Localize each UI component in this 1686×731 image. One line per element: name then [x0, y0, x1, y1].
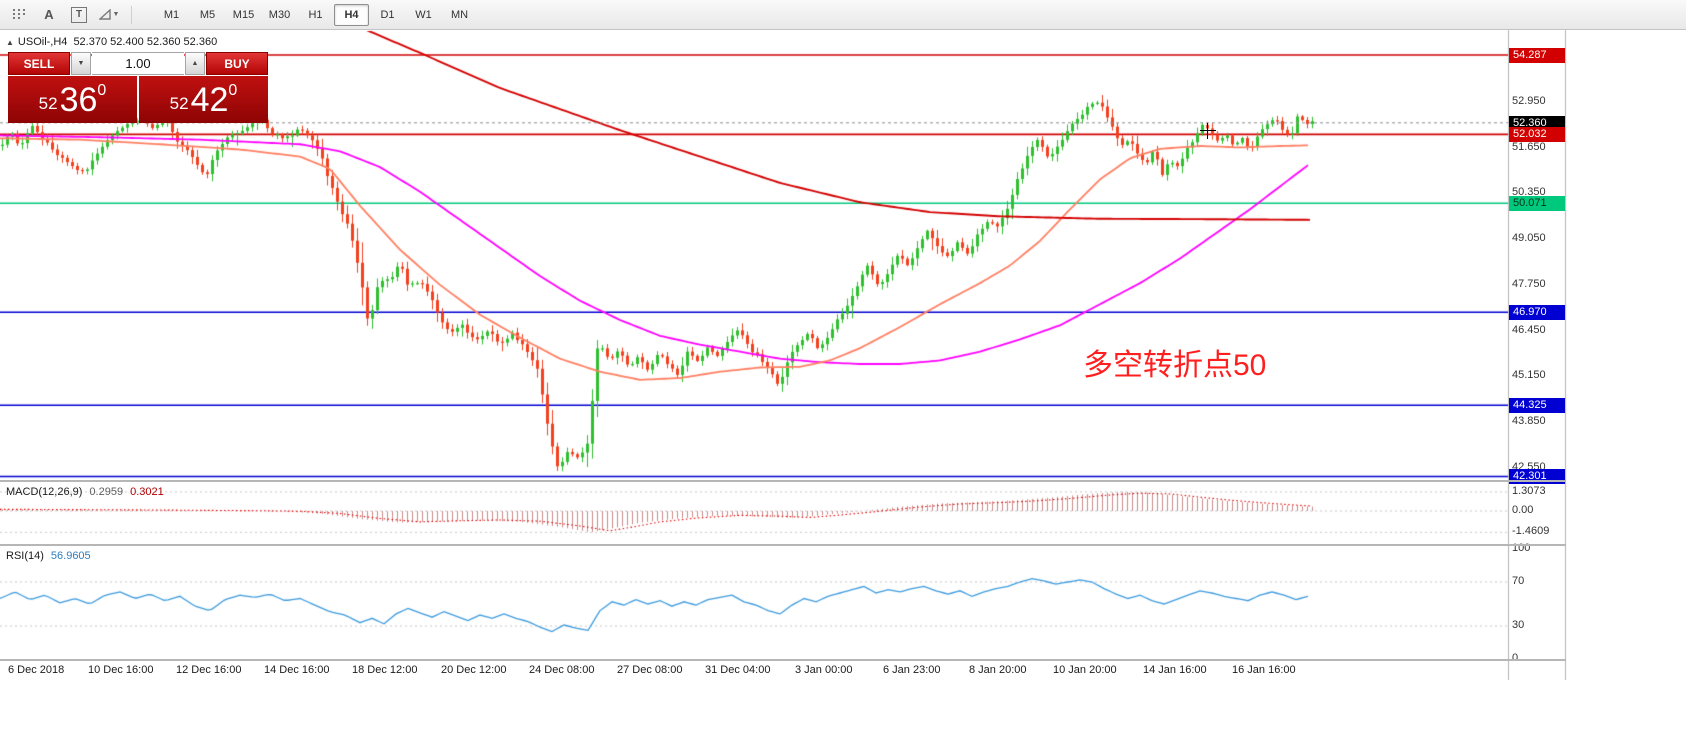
- rsi-name: RSI(14): [6, 550, 44, 562]
- buy-price-big: 42: [190, 80, 229, 119]
- toolbar: A T ▼ M1 M5 M15 M30 H1 H4 D1 W1 MN: [0, 0, 1686, 30]
- ohlc-values: 52.370 52.400 52.360 52.360: [73, 36, 218, 48]
- chart-annotation-text: 多空转折点50: [1083, 349, 1267, 382]
- timeframe-h1[interactable]: H1: [308, 8, 323, 21]
- timeframe-w1[interactable]: W1: [415, 8, 432, 21]
- rsi-caption: RSI(14) 56.9605: [6, 550, 91, 562]
- text-tool-icon[interactable]: T: [65, 3, 93, 27]
- volume-decrease-button[interactable]: ▼: [71, 52, 91, 75]
- timeframe-m1[interactable]: M1: [163, 8, 180, 21]
- shapes-tool-icon[interactable]: ▼: [95, 3, 123, 27]
- sell-button[interactable]: SELL: [8, 52, 70, 75]
- price-axis[interactable]: [1509, 30, 1566, 660]
- buy-price-display[interactable]: 52 42 0: [139, 76, 268, 123]
- buy-price-prefix: 52: [169, 93, 189, 113]
- oneclick-collapse-icon[interactable]: ▲: [6, 38, 14, 47]
- sell-price-display[interactable]: 52 36 0: [8, 76, 137, 123]
- timeframe-mn[interactable]: MN: [450, 8, 469, 21]
- panel-separator-macd-rsi[interactable]: [0, 544, 1566, 546]
- sell-price-big: 36: [59, 80, 98, 119]
- timeframe-m30[interactable]: M30: [268, 8, 291, 21]
- time-axis[interactable]: [0, 661, 1508, 680]
- buy-button[interactable]: BUY: [206, 52, 268, 75]
- panel-separator-main-macd[interactable]: [0, 480, 1566, 482]
- symbol-title: USOil-,H4: [17, 36, 68, 48]
- sell-price-sup: 0: [97, 82, 107, 99]
- macd-signal-value: 0.3021: [130, 486, 164, 498]
- volume-increase-button[interactable]: ▲: [185, 52, 205, 75]
- macd-caption: MACD(12,26,9) 0.2959 0.3021: [6, 486, 164, 498]
- toolbar-separator: [131, 5, 132, 24]
- label-tool-glyph: A: [44, 7, 54, 22]
- panel-separator-rsi-time[interactable]: [0, 659, 1566, 661]
- chevron-down-icon: ▼: [112, 11, 120, 18]
- sell-price-prefix: 52: [38, 93, 58, 113]
- label-tool-icon[interactable]: A: [35, 3, 63, 27]
- grid-dots-icon[interactable]: [5, 3, 33, 27]
- macd-main-value: 0.2959: [89, 486, 124, 498]
- volume-input[interactable]: [92, 52, 184, 75]
- rsi-value: 56.9605: [50, 550, 91, 562]
- crosshair-marker: [1200, 123, 1216, 139]
- timeframe-h4[interactable]: H4: [334, 3, 369, 26]
- text-tool-glyph: T: [71, 6, 87, 23]
- chart-symbol-header: ▲ USOil-,H4 52.370 52.400 52.360 52.360: [6, 36, 217, 48]
- timeframe-m5[interactable]: M5: [199, 8, 216, 21]
- timeframe-d1[interactable]: D1: [380, 8, 395, 21]
- timeframe-m15[interactable]: M15: [232, 8, 255, 21]
- one-click-trade-panel: SELL ▼ ▲ BUY 52 36 0 52 42 0: [8, 52, 268, 123]
- timeframe-group: M1 M5 M15 M30 H1 H4 D1 W1 MN: [154, 3, 477, 26]
- buy-price-sup: 0: [228, 82, 238, 99]
- macd-name: MACD(12,26,9): [6, 486, 83, 498]
